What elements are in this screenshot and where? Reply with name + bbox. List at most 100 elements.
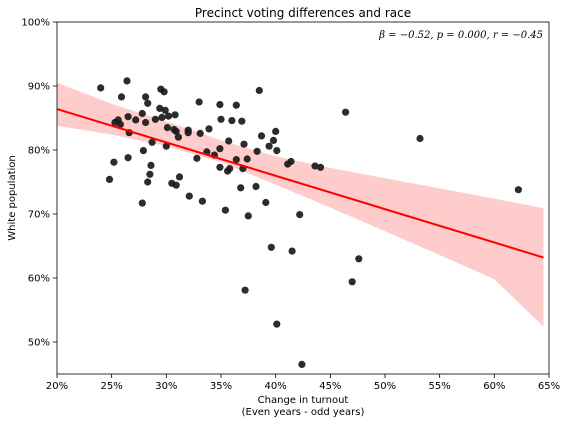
plot-frame xyxy=(56,21,550,375)
data-point xyxy=(193,154,201,162)
data-point xyxy=(185,192,193,200)
data-point xyxy=(262,198,270,207)
data-point xyxy=(144,178,152,186)
confidence-band xyxy=(57,82,544,327)
data-point xyxy=(117,93,126,101)
x-tick-label: 60% xyxy=(483,381,505,392)
data-point xyxy=(97,84,105,92)
x-tick-label: 45% xyxy=(319,381,341,392)
data-point xyxy=(228,117,236,125)
data-point xyxy=(146,170,154,178)
data-point xyxy=(232,156,240,164)
y-axis-ticks: 50% 60% 70% 80% 90% 100% xyxy=(21,18,57,349)
data-point xyxy=(111,118,119,127)
x-tick-label: 35% xyxy=(210,381,232,392)
data-point xyxy=(311,162,319,170)
data-point xyxy=(217,115,225,123)
data-point xyxy=(162,142,170,150)
data-point xyxy=(287,157,295,166)
data-point xyxy=(355,255,363,263)
data-point xyxy=(273,320,281,328)
x-axis-label: Change in turnout xyxy=(258,395,349,406)
data-point xyxy=(124,113,132,121)
regression-line-layer xyxy=(56,108,544,259)
data-point xyxy=(267,243,275,251)
data-point xyxy=(161,106,169,114)
data-point xyxy=(175,173,184,181)
data-point xyxy=(138,109,146,118)
data-point xyxy=(172,181,180,189)
data-point xyxy=(139,147,147,155)
chart-title: Precinct voting differences and race xyxy=(195,6,411,20)
data-point xyxy=(216,101,224,109)
data-point xyxy=(184,129,192,137)
data-point xyxy=(142,118,150,127)
data-point xyxy=(232,101,240,109)
data-point xyxy=(316,163,325,171)
data-point xyxy=(241,286,249,294)
data-point xyxy=(269,136,278,144)
data-points-layer xyxy=(97,77,523,368)
y-tick-label: 80% xyxy=(28,146,50,157)
data-point xyxy=(255,86,263,95)
data-point xyxy=(348,278,356,286)
y-tick-label: 90% xyxy=(28,82,50,93)
data-point xyxy=(196,129,204,137)
data-point xyxy=(244,212,252,220)
data-point xyxy=(142,93,150,101)
data-point xyxy=(205,125,213,133)
data-point xyxy=(237,184,245,192)
x-tick-label: 20% xyxy=(46,381,68,392)
x-tick-label: 50% xyxy=(374,381,396,392)
data-point xyxy=(216,163,224,171)
data-point xyxy=(163,124,171,132)
data-point xyxy=(123,77,131,85)
data-point xyxy=(225,137,233,145)
data-point xyxy=(288,247,296,255)
regression-line xyxy=(56,108,544,259)
stats-annotation: β = −0.52, p = 0.000, r = −0.45 xyxy=(378,30,543,41)
data-point xyxy=(174,133,182,141)
data-point xyxy=(238,117,246,125)
x-tick-label: 40% xyxy=(265,381,287,392)
data-point xyxy=(138,199,146,207)
data-point xyxy=(164,112,173,120)
x-axis-label-sub: (Even years - odd years) xyxy=(242,407,365,418)
y-tick-label: 70% xyxy=(28,210,50,221)
data-point xyxy=(160,88,168,96)
y-tick-label: 60% xyxy=(28,274,50,285)
data-point xyxy=(195,98,203,106)
data-point xyxy=(116,120,124,128)
x-tick-label: 65% xyxy=(538,381,560,392)
data-point xyxy=(198,197,206,205)
data-point xyxy=(151,115,159,123)
data-point xyxy=(298,360,306,368)
data-point xyxy=(296,211,304,219)
data-point xyxy=(416,134,424,143)
data-point xyxy=(226,165,234,173)
data-point xyxy=(124,154,132,162)
data-point xyxy=(172,127,180,135)
data-point xyxy=(257,132,266,140)
data-point xyxy=(110,158,118,166)
data-point xyxy=(240,140,248,148)
data-point xyxy=(147,161,155,169)
data-point xyxy=(156,104,164,112)
data-point xyxy=(265,142,273,150)
data-point xyxy=(252,182,260,191)
data-point xyxy=(158,113,166,121)
x-tick-label: 30% xyxy=(155,381,177,392)
x-tick-label: 25% xyxy=(101,381,123,392)
data-point xyxy=(272,127,280,135)
confidence-band-layer xyxy=(57,82,544,327)
data-point xyxy=(148,138,156,146)
data-point xyxy=(253,147,261,155)
y-axis-label: White population xyxy=(7,155,18,240)
data-point xyxy=(342,108,350,116)
data-point xyxy=(514,186,523,194)
data-point xyxy=(171,111,179,119)
data-point xyxy=(132,116,140,124)
data-point xyxy=(273,147,281,155)
x-axis-ticks: 20% 25% 30% 35% 40% 45% 50% 55% 60% 65% xyxy=(46,374,560,392)
